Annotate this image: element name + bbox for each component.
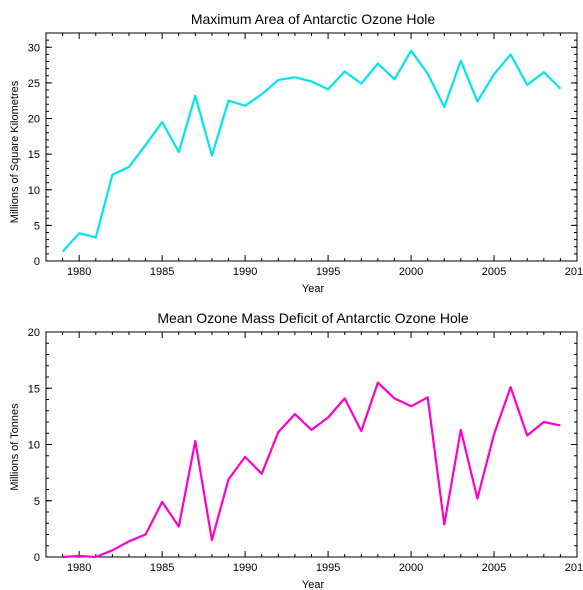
x-tick-label: 1995 (316, 562, 340, 574)
x-tick-label: 2000 (399, 266, 423, 278)
series-line (61, 49, 562, 253)
plot-frame (45, 32, 578, 262)
series-line (62, 381, 561, 559)
y-tick-label: 0 (34, 552, 40, 564)
area-chart-panel: Maximum Area of Antarctic Ozone Hole 198… (9, 11, 583, 295)
deficit-chart-panel: Mean Ozone Mass Deficit of Antarctic Ozo… (9, 310, 583, 590)
x-tick-label: 1985 (150, 562, 174, 574)
x-axis-label: Year (302, 283, 325, 295)
y-tick-label: 15 (28, 383, 40, 395)
chart-title: Maximum Area of Antarctic Ozone Hole (191, 11, 436, 27)
plot-frame (45, 331, 578, 558)
x-tick-label: 1980 (67, 562, 91, 574)
x-tick-label: 1980 (67, 266, 91, 278)
x-tick-label: 1990 (233, 562, 257, 574)
y-axis-label: Millions of Tonnes (9, 403, 21, 491)
y-tick-label: 10 (28, 440, 40, 452)
x-tick-label: 1990 (233, 266, 257, 278)
x-tick-label: 2005 (482, 562, 506, 574)
x-tick-label: 1995 (316, 266, 340, 278)
y-tick-label: 20 (28, 327, 40, 339)
y-tick-label: 20 (28, 114, 40, 126)
y-tick-label: 5 (34, 496, 40, 508)
y-tick-label: 25 (28, 78, 40, 90)
y-tick-label: 15 (28, 149, 40, 161)
y-tick-label: 30 (28, 42, 40, 54)
y-tick-label: 10 (28, 185, 40, 197)
y-tick-label: 0 (34, 256, 40, 268)
x-tick-label: 1985 (150, 266, 174, 278)
y-tick-label: 5 (34, 220, 40, 232)
x-tick-label: 2000 (399, 562, 423, 574)
chart-title: Mean Ozone Mass Deficit of Antarctic Ozo… (157, 310, 468, 326)
y-axis-label: Millions of Square Kilometres (9, 80, 21, 223)
x-axis-label: Year (302, 579, 325, 590)
x-tick-label: 2005 (482, 266, 506, 278)
